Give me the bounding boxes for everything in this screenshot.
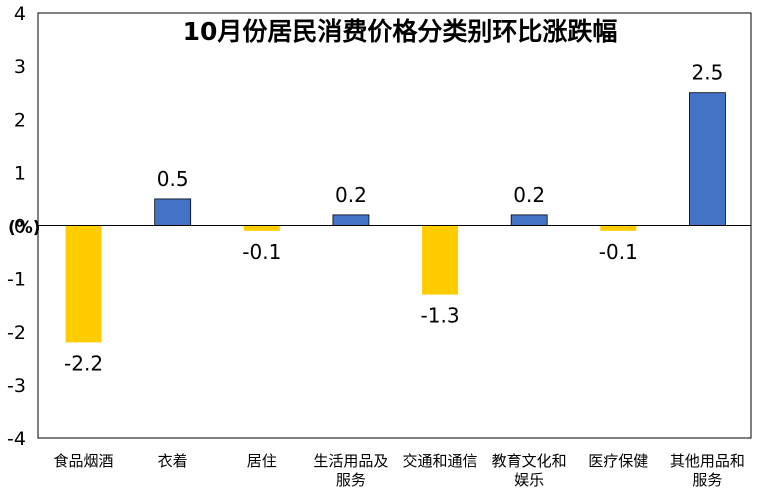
data-labels: -2.2 0.5 -0.1 0.2 -1.3 0.2 -0.1 2.5 — [64, 61, 723, 376]
bar — [154, 198, 192, 226]
y-tick-label: 4 — [14, 3, 26, 25]
category-label: 衣着 — [158, 452, 188, 470]
y-tick-label: 0 — [14, 216, 26, 238]
y-tick-label: 2 — [14, 109, 26, 131]
chart-title: 10月份居民消费价格分类别环比涨跌幅 — [183, 17, 618, 46]
y-axis-ticks: 4 3 2 1 0 -1 -2 -3 -4 — [7, 3, 26, 450]
category-label: 其他用品和 — [670, 452, 745, 470]
category-label: 服务 — [336, 471, 366, 489]
category-label: 交通和通信 — [403, 452, 478, 470]
bar — [332, 214, 370, 226]
data-label: -0.1 — [599, 240, 638, 264]
category-label: 生活用品及 — [313, 452, 388, 470]
category-label: 教育文化和 — [492, 452, 567, 470]
y-axis-unit-label: (%) — [8, 218, 41, 238]
category-label: 食品烟酒 — [54, 452, 114, 470]
data-label: -0.1 — [242, 240, 281, 264]
category-label: 医疗保健 — [588, 452, 648, 470]
data-label: -2.2 — [64, 351, 103, 375]
bar — [422, 225, 459, 295]
category-label: 娱乐 — [514, 471, 544, 489]
data-label: 0.2 — [513, 183, 545, 207]
bar — [243, 225, 280, 231]
bar — [65, 225, 102, 343]
data-label: -1.3 — [421, 304, 460, 328]
data-label: 0.5 — [157, 167, 189, 191]
y-tick-label: 3 — [14, 56, 26, 78]
data-label: 2.5 — [692, 61, 724, 85]
y-tick-label: -2 — [7, 322, 26, 344]
category-label: 居住 — [247, 452, 277, 470]
y-tick-label: 1 — [14, 162, 26, 184]
bar — [689, 92, 726, 226]
y-tick-label: -4 — [7, 428, 26, 450]
bar — [600, 225, 637, 231]
category-label: 服务 — [692, 471, 722, 489]
y-tick-label: -1 — [7, 269, 26, 291]
bar — [510, 214, 548, 226]
y-tick-label: -3 — [7, 375, 26, 397]
bars — [65, 92, 726, 343]
data-label: 0.2 — [335, 183, 367, 207]
